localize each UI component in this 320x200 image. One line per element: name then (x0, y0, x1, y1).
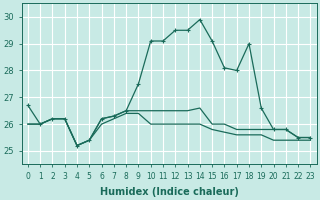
X-axis label: Humidex (Indice chaleur): Humidex (Indice chaleur) (100, 187, 239, 197)
